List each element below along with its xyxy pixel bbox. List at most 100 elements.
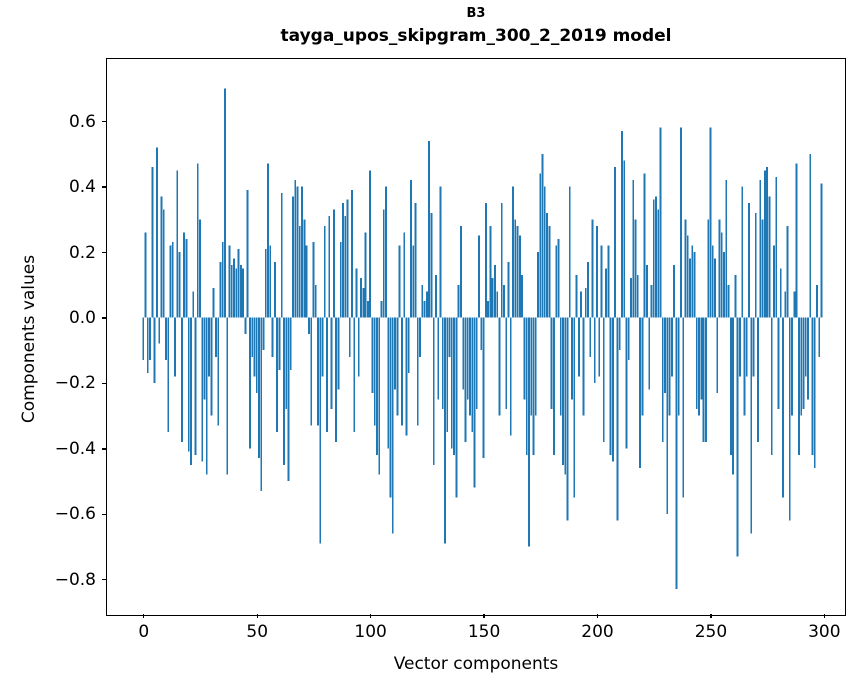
bar [262, 317, 265, 351]
bar [210, 317, 213, 416]
bar [716, 317, 719, 393]
bar [201, 317, 204, 462]
bar [698, 317, 700, 416]
bar [523, 317, 526, 400]
bar [666, 317, 669, 514]
bar [682, 317, 685, 498]
bar [537, 252, 539, 318]
bar [321, 317, 324, 377]
bar [369, 170, 372, 318]
bar [455, 317, 458, 498]
bar [414, 202, 417, 318]
bar [428, 140, 431, 318]
bar [512, 186, 514, 318]
bar [784, 291, 787, 318]
bar [355, 268, 358, 318]
bar [494, 265, 496, 318]
bar [591, 219, 594, 318]
bar [689, 258, 691, 318]
bar [677, 317, 680, 416]
bar [258, 317, 260, 459]
bar [580, 291, 583, 318]
bar [351, 189, 353, 318]
x-tick-mark [823, 614, 826, 618]
bar [378, 317, 381, 475]
bar [505, 317, 508, 410]
bar [700, 317, 703, 400]
x-axis-label: Vector components [393, 654, 559, 674]
bar [469, 317, 471, 416]
bar [326, 317, 328, 433]
x-tick-mark [256, 614, 258, 618]
bar [557, 238, 560, 318]
bar [230, 265, 233, 318]
bar [793, 291, 796, 318]
bar [532, 317, 535, 455]
bar [171, 242, 174, 318]
bar [167, 317, 170, 433]
bar [314, 284, 317, 318]
bar [528, 317, 530, 547]
bar [539, 173, 542, 318]
bar [584, 288, 587, 318]
bar [811, 317, 814, 455]
bar [156, 147, 158, 318]
bar [514, 219, 517, 318]
bar [693, 252, 696, 318]
bar [407, 317, 410, 374]
bar [296, 186, 299, 318]
bar [782, 317, 784, 498]
bar [596, 225, 598, 318]
bar [779, 268, 782, 318]
bar [373, 317, 376, 426]
x-tick-label: 300 [808, 621, 841, 642]
bar [571, 317, 573, 400]
bar [153, 317, 156, 383]
bar [305, 245, 308, 318]
bar [217, 317, 220, 426]
bar [727, 284, 730, 318]
bar [788, 317, 791, 521]
bar [249, 317, 251, 449]
y-tick-label: −0.8 [54, 569, 96, 590]
plot-area [106, 58, 846, 616]
bar [503, 284, 505, 318]
bar [598, 317, 601, 377]
y-axis-label: Components values [19, 254, 39, 424]
bar [634, 219, 637, 318]
bar [285, 317, 288, 410]
bar [480, 317, 483, 351]
y-tick-mark [102, 448, 106, 450]
bar [723, 252, 725, 318]
bar [382, 209, 385, 318]
y-tick-label: 0.0 [68, 308, 96, 328]
bar [385, 186, 387, 318]
bar [475, 317, 478, 410]
bar [203, 317, 206, 400]
bar [516, 225, 519, 318]
bar [264, 248, 267, 318]
bar [246, 189, 249, 318]
bar [478, 235, 480, 318]
bar [657, 209, 660, 318]
bar [602, 317, 605, 442]
bar [328, 216, 331, 318]
y-tick-label: −0.6 [54, 504, 96, 525]
bar [496, 291, 499, 318]
bar [643, 173, 646, 318]
bar [149, 317, 151, 361]
bar [632, 180, 635, 318]
bar [562, 317, 564, 465]
bar [419, 317, 421, 357]
bar [652, 199, 655, 318]
bar [664, 317, 666, 393]
y-tick-label: −0.2 [54, 373, 96, 394]
bar [335, 317, 338, 442]
bar [391, 317, 394, 534]
bar [757, 317, 759, 442]
bar [734, 274, 737, 318]
bar [307, 317, 310, 334]
bar [330, 317, 333, 410]
bar [289, 317, 292, 370]
bar [251, 317, 254, 357]
